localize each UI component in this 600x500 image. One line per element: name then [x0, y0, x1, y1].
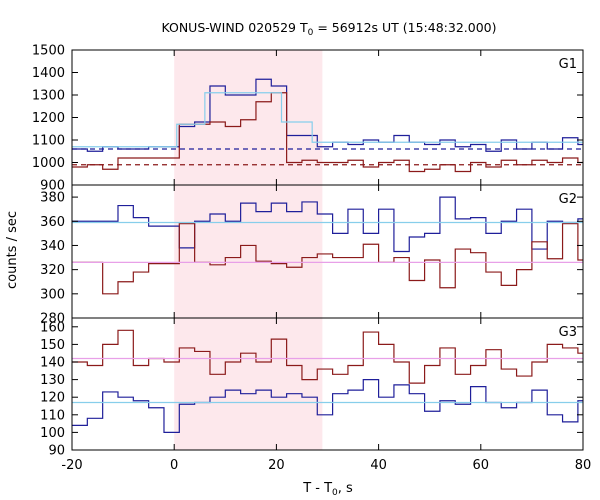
y-tick-label: 120: [40, 391, 65, 406]
series-line-g2-1: [72, 223, 583, 295]
y-tick-label: 130: [40, 373, 65, 388]
x-tick-label: 60: [473, 458, 490, 473]
y-tick-label: 90: [48, 444, 65, 459]
y-tick-label: 140: [40, 356, 65, 371]
panel-frame-g3: [71, 317, 584, 451]
y-tick-label: 160: [40, 320, 65, 335]
y-tick-label: 1100: [32, 134, 65, 149]
panel-series-group-g3: [72, 329, 583, 433]
y-tick-label: 1200: [32, 111, 65, 126]
y-tick-label: 150: [40, 338, 65, 353]
series-line-g3-0: [72, 379, 583, 433]
chart-title-subscript: 0: [308, 28, 314, 38]
series-line-g3-1: [72, 329, 583, 384]
chart-title: KONUS-WIND 020529 T0 = 56912s UT (15:48:…: [161, 20, 496, 38]
panel-label-g3: G3: [559, 325, 577, 340]
y-tick-label: 100: [40, 426, 65, 441]
y-tick-label: 900: [40, 179, 65, 194]
text-layer: KONUS-WIND 020529 T0 = 56912s UT (15:48:…: [5, 20, 591, 498]
y-tick-label: 300: [40, 287, 65, 302]
series-line-g1-2: [72, 92, 583, 148]
y-tick-label: 340: [40, 239, 65, 254]
chart-title-main: KONUS-WIND 020529 T: [161, 20, 307, 35]
series-layer: [72, 78, 583, 433]
y-tick-label: 110: [40, 408, 65, 423]
y-tick-label: 280: [40, 312, 65, 327]
x-axis-label-rest: , s: [338, 481, 353, 496]
y-tick-label: 380: [40, 191, 65, 206]
shaded-interval: [174, 50, 323, 450]
x-tick-label: 80: [575, 458, 592, 473]
y-tick-label: 1400: [32, 66, 65, 81]
y-tick-label: 1000: [32, 156, 65, 171]
y-tick-label: 1500: [32, 44, 65, 59]
panel-series-group-g2: [72, 196, 583, 295]
x-tick-label: 20: [268, 458, 285, 473]
panel-series-group-g1: [72, 78, 583, 173]
x-axis-label-subscript: 0: [332, 488, 338, 498]
shade-layer: [174, 50, 323, 450]
series-line-g1-1: [72, 92, 583, 173]
series-line-g1-0: [72, 78, 583, 152]
panel-label-g2: G2: [559, 192, 577, 207]
panel-frame-g2: [71, 184, 584, 319]
series-line-g2-0: [72, 196, 583, 253]
x-axis-label-main: T - T: [302, 481, 332, 496]
chart-title-rest: = 56912s UT (15:48:32.000): [313, 20, 496, 35]
y-axis-label: counts / sec: [5, 211, 20, 289]
frame-layer: [71, 49, 584, 451]
panel-label-g1: G1: [559, 57, 577, 72]
x-axis-label: T - T0, s: [302, 481, 353, 498]
x-tick-label: 40: [370, 458, 387, 473]
y-tick-label: 320: [40, 263, 65, 278]
y-tick-label: 360: [40, 215, 65, 230]
x-tick-label: 0: [170, 458, 178, 473]
x-tick-label: -20: [61, 458, 82, 473]
y-tick-label: 1300: [32, 89, 65, 104]
